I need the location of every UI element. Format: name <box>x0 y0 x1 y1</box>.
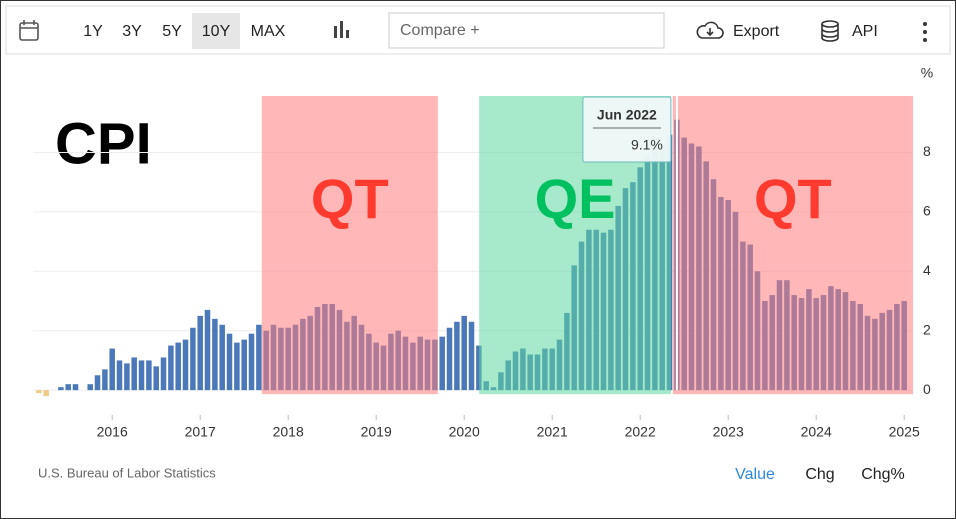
y-tick-label: 2 <box>923 321 931 337</box>
bar <box>58 387 64 391</box>
bar <box>43 390 49 397</box>
bar <box>153 366 159 391</box>
region <box>261 96 438 395</box>
bar <box>190 327 196 391</box>
bar <box>138 360 145 391</box>
bar <box>212 318 218 391</box>
x-tick-label: 2018 <box>273 424 304 440</box>
bar <box>65 384 71 391</box>
compare-input[interactable] <box>388 12 665 49</box>
x-tick-label: 2016 <box>97 424 128 440</box>
y-tick-label: 0 <box>923 381 931 397</box>
x-tick-label: 2019 <box>361 424 392 440</box>
api-button[interactable]: API <box>852 23 878 40</box>
x-tick-label: 2021 <box>537 424 568 440</box>
compare-placeholder[interactable]: Compare + <box>400 22 480 39</box>
mode-button[interactable]: Chg% <box>861 466 905 483</box>
bar <box>116 360 123 391</box>
bar <box>36 390 42 394</box>
range-button[interactable]: 1Y <box>83 23 103 40</box>
y-axis-unit: % <box>921 65 933 81</box>
bar <box>256 324 262 391</box>
bar <box>182 339 189 391</box>
bar <box>146 360 152 391</box>
bar <box>102 369 108 391</box>
bar <box>241 339 247 391</box>
bar <box>109 348 115 391</box>
calendar-icon[interactable] <box>19 20 39 41</box>
x-tick-label: 2020 <box>449 424 480 440</box>
x-tick-label: 2017 <box>185 424 216 440</box>
bar <box>94 375 101 391</box>
range-button[interactable]: 3Y <box>122 23 142 40</box>
range-button[interactable]: MAX <box>251 23 286 40</box>
mode-button[interactable]: Value <box>735 466 775 483</box>
range-button[interactable]: 10Y <box>202 23 231 40</box>
more-menu[interactable] <box>923 22 927 42</box>
bar <box>160 357 167 391</box>
x-tick-label: 2022 <box>625 424 656 440</box>
bar <box>72 384 79 391</box>
y-tick-label: 6 <box>923 203 931 219</box>
bar <box>468 321 475 391</box>
range-selected-bg <box>192 13 240 49</box>
tooltip-value: 9.1% <box>631 137 663 153</box>
tooltip <box>582 96 672 163</box>
mode-button[interactable]: Chg <box>805 466 834 483</box>
bar <box>439 336 445 391</box>
bar <box>87 384 93 391</box>
bar <box>124 363 130 391</box>
x-tick-label: 2024 <box>801 424 832 440</box>
bar <box>454 321 460 391</box>
x-tick-label: 2023 <box>713 424 744 440</box>
x-tick-label: 2025 <box>889 424 920 440</box>
bar <box>226 333 233 391</box>
source: U.S. Bureau of Labor Statistics <box>38 465 216 480</box>
bar <box>234 342 240 391</box>
y-tick-label: 8 <box>923 143 931 159</box>
region-label: QT <box>754 167 832 230</box>
bar <box>197 315 203 391</box>
api-icon[interactable] <box>821 20 839 42</box>
export-icon[interactable] <box>696 21 724 39</box>
bar <box>168 345 174 391</box>
region-label: QE <box>535 167 616 230</box>
range-button[interactable]: 5Y <box>162 23 182 40</box>
bar <box>219 324 225 391</box>
region-label: QT <box>311 167 389 230</box>
bar-icon[interactable] <box>334 21 349 38</box>
bar <box>131 357 137 391</box>
bar <box>175 342 181 391</box>
bar <box>446 327 453 391</box>
tooltip-date: Jun 2022 <box>597 107 657 123</box>
export-button[interactable]: Export <box>733 23 780 40</box>
bar <box>204 309 211 391</box>
bar <box>461 315 467 391</box>
bar <box>248 333 255 391</box>
chart-title: CPI <box>55 111 152 176</box>
region <box>672 96 913 395</box>
y-tick-label: 4 <box>923 262 931 278</box>
bar <box>476 345 482 391</box>
